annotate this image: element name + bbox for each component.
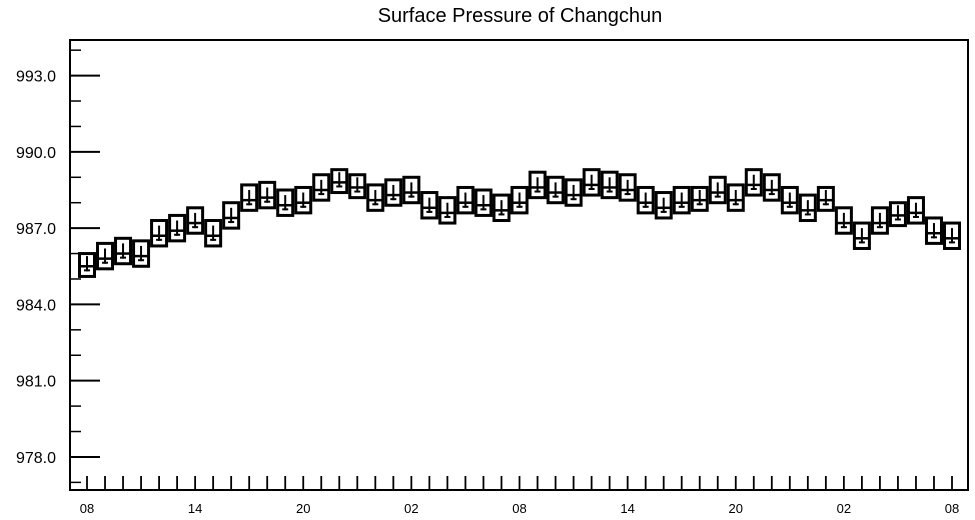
plot-frame	[69, 39, 969, 491]
x-tick-label: 14	[620, 501, 634, 516]
box-mark	[384, 178, 403, 207]
box-mark	[78, 252, 96, 278]
box-mark	[456, 185, 475, 215]
x-tick-label: 20	[729, 501, 743, 516]
box-mark	[168, 213, 187, 243]
box-mark	[726, 183, 745, 212]
box-mark	[294, 185, 313, 215]
box-mark	[852, 221, 871, 250]
box-mark	[132, 239, 151, 268]
box-mark	[258, 180, 277, 210]
box-mark	[888, 201, 907, 228]
y-tick-label: 981.0	[16, 374, 56, 391]
box-mark	[186, 206, 205, 235]
box-mark	[348, 173, 367, 200]
box-mark	[834, 206, 853, 235]
box-mark	[402, 175, 421, 205]
box-mark	[150, 219, 169, 248]
box-mark	[744, 168, 763, 197]
box-mark	[492, 193, 511, 223]
box-mark	[546, 175, 565, 205]
box-mark	[870, 206, 889, 235]
box-mark	[312, 173, 331, 202]
box-mark	[366, 183, 385, 212]
box-mark	[924, 216, 943, 245]
x-tick-label: 14	[188, 501, 202, 516]
box-mark	[510, 185, 529, 215]
x-tick-label: 02	[404, 501, 418, 516]
box-mark	[690, 185, 709, 212]
box-mark	[114, 236, 133, 266]
x-tick-label: 20	[296, 501, 310, 516]
box-mark	[943, 221, 961, 250]
box-mark	[240, 183, 259, 212]
y-tick-label: 984.0	[16, 297, 56, 314]
box-mark	[276, 188, 295, 217]
y-axis: 978.0 981.0 984.0 987.0 990.0 993.0	[16, 49, 100, 484]
box-mark	[582, 168, 601, 197]
box-mark	[222, 201, 241, 230]
box-mark	[600, 170, 619, 200]
boxplot-series	[78, 168, 961, 278]
box-mark	[204, 219, 223, 248]
box-mark	[654, 191, 673, 220]
x-tick-label: 08	[945, 501, 959, 516]
box-mark	[438, 196, 457, 225]
box-mark	[636, 185, 655, 215]
box-mark	[420, 191, 439, 220]
box-mark	[672, 185, 691, 215]
box-mark	[762, 173, 781, 202]
box-mark	[708, 175, 727, 205]
x-tick-label: 08	[512, 501, 526, 516]
x-tick-label: 02	[837, 501, 851, 516]
box-mark	[618, 173, 637, 202]
box-mark	[330, 168, 349, 195]
x-tick-label: 08	[80, 501, 94, 516]
box-mark	[528, 170, 547, 200]
box-mark	[780, 185, 799, 215]
box-mark	[96, 241, 115, 271]
y-tick-label: 987.0	[16, 221, 56, 238]
box-mark	[906, 196, 925, 225]
y-tick-label: 990.0	[16, 145, 56, 162]
chart-title: Surface Pressure of Changchun	[377, 5, 663, 27]
box-mark	[798, 193, 817, 223]
y-tick-label: 978.0	[16, 450, 56, 467]
box-mark	[564, 178, 583, 207]
x-axis: 08 14 20 02 08 14 20 02 08	[80, 476, 959, 516]
box-mark	[816, 185, 835, 212]
y-tick-label: 993.0	[16, 69, 56, 86]
box-mark	[474, 188, 493, 217]
